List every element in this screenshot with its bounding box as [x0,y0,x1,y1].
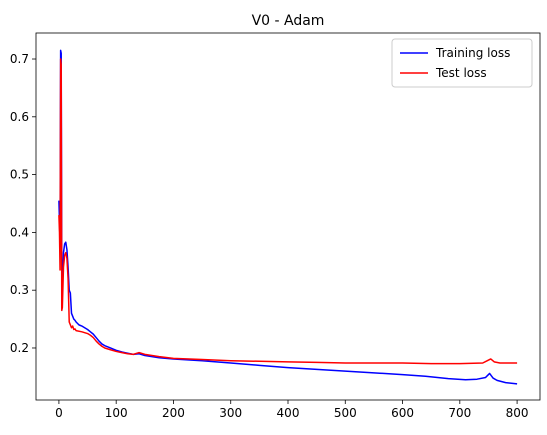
series-layer [58,49,518,385]
legend-label-training-loss: Training loss [435,46,510,60]
legend-box [391,38,533,88]
x-tick-label-600: 600 [391,406,414,420]
x-tick-label-200: 200 [162,406,185,420]
chart-title: V0 - Adam [252,13,325,29]
series-line-training-loss [58,49,518,385]
x-tick-label-300: 300 [219,406,242,420]
y-axis: 0.2 0.3 0.4 0.5 0.6 0.7 [10,52,36,355]
plot-frame [35,32,541,401]
y-tick-label-0.3: 0.3 [10,283,29,297]
x-tick-label-800: 800 [506,406,529,420]
series-line-test-loss [58,58,518,365]
x-tick-label-0: 0 [55,406,63,420]
x-tick-label-500: 500 [334,406,357,420]
x-tick-label-700: 700 [448,406,471,420]
plot-area [36,33,540,400]
y-tick-label-0.5: 0.5 [10,168,29,182]
legend-label-test-loss: Test loss [435,66,487,80]
y-tick-label-0.4: 0.4 [10,225,29,239]
y-tick-label-0.6: 0.6 [10,110,29,124]
x-axis: 0 100 200 300 400 500 600 700 800 [55,400,529,420]
legend: Training loss Test loss [391,38,533,88]
y-tick-label-0.2: 0.2 [10,341,29,355]
y-tick-label-0.7: 0.7 [10,52,29,66]
plot-background [36,33,540,400]
x-tick-label-100: 100 [105,406,128,420]
x-tick-label-400: 400 [277,406,300,420]
